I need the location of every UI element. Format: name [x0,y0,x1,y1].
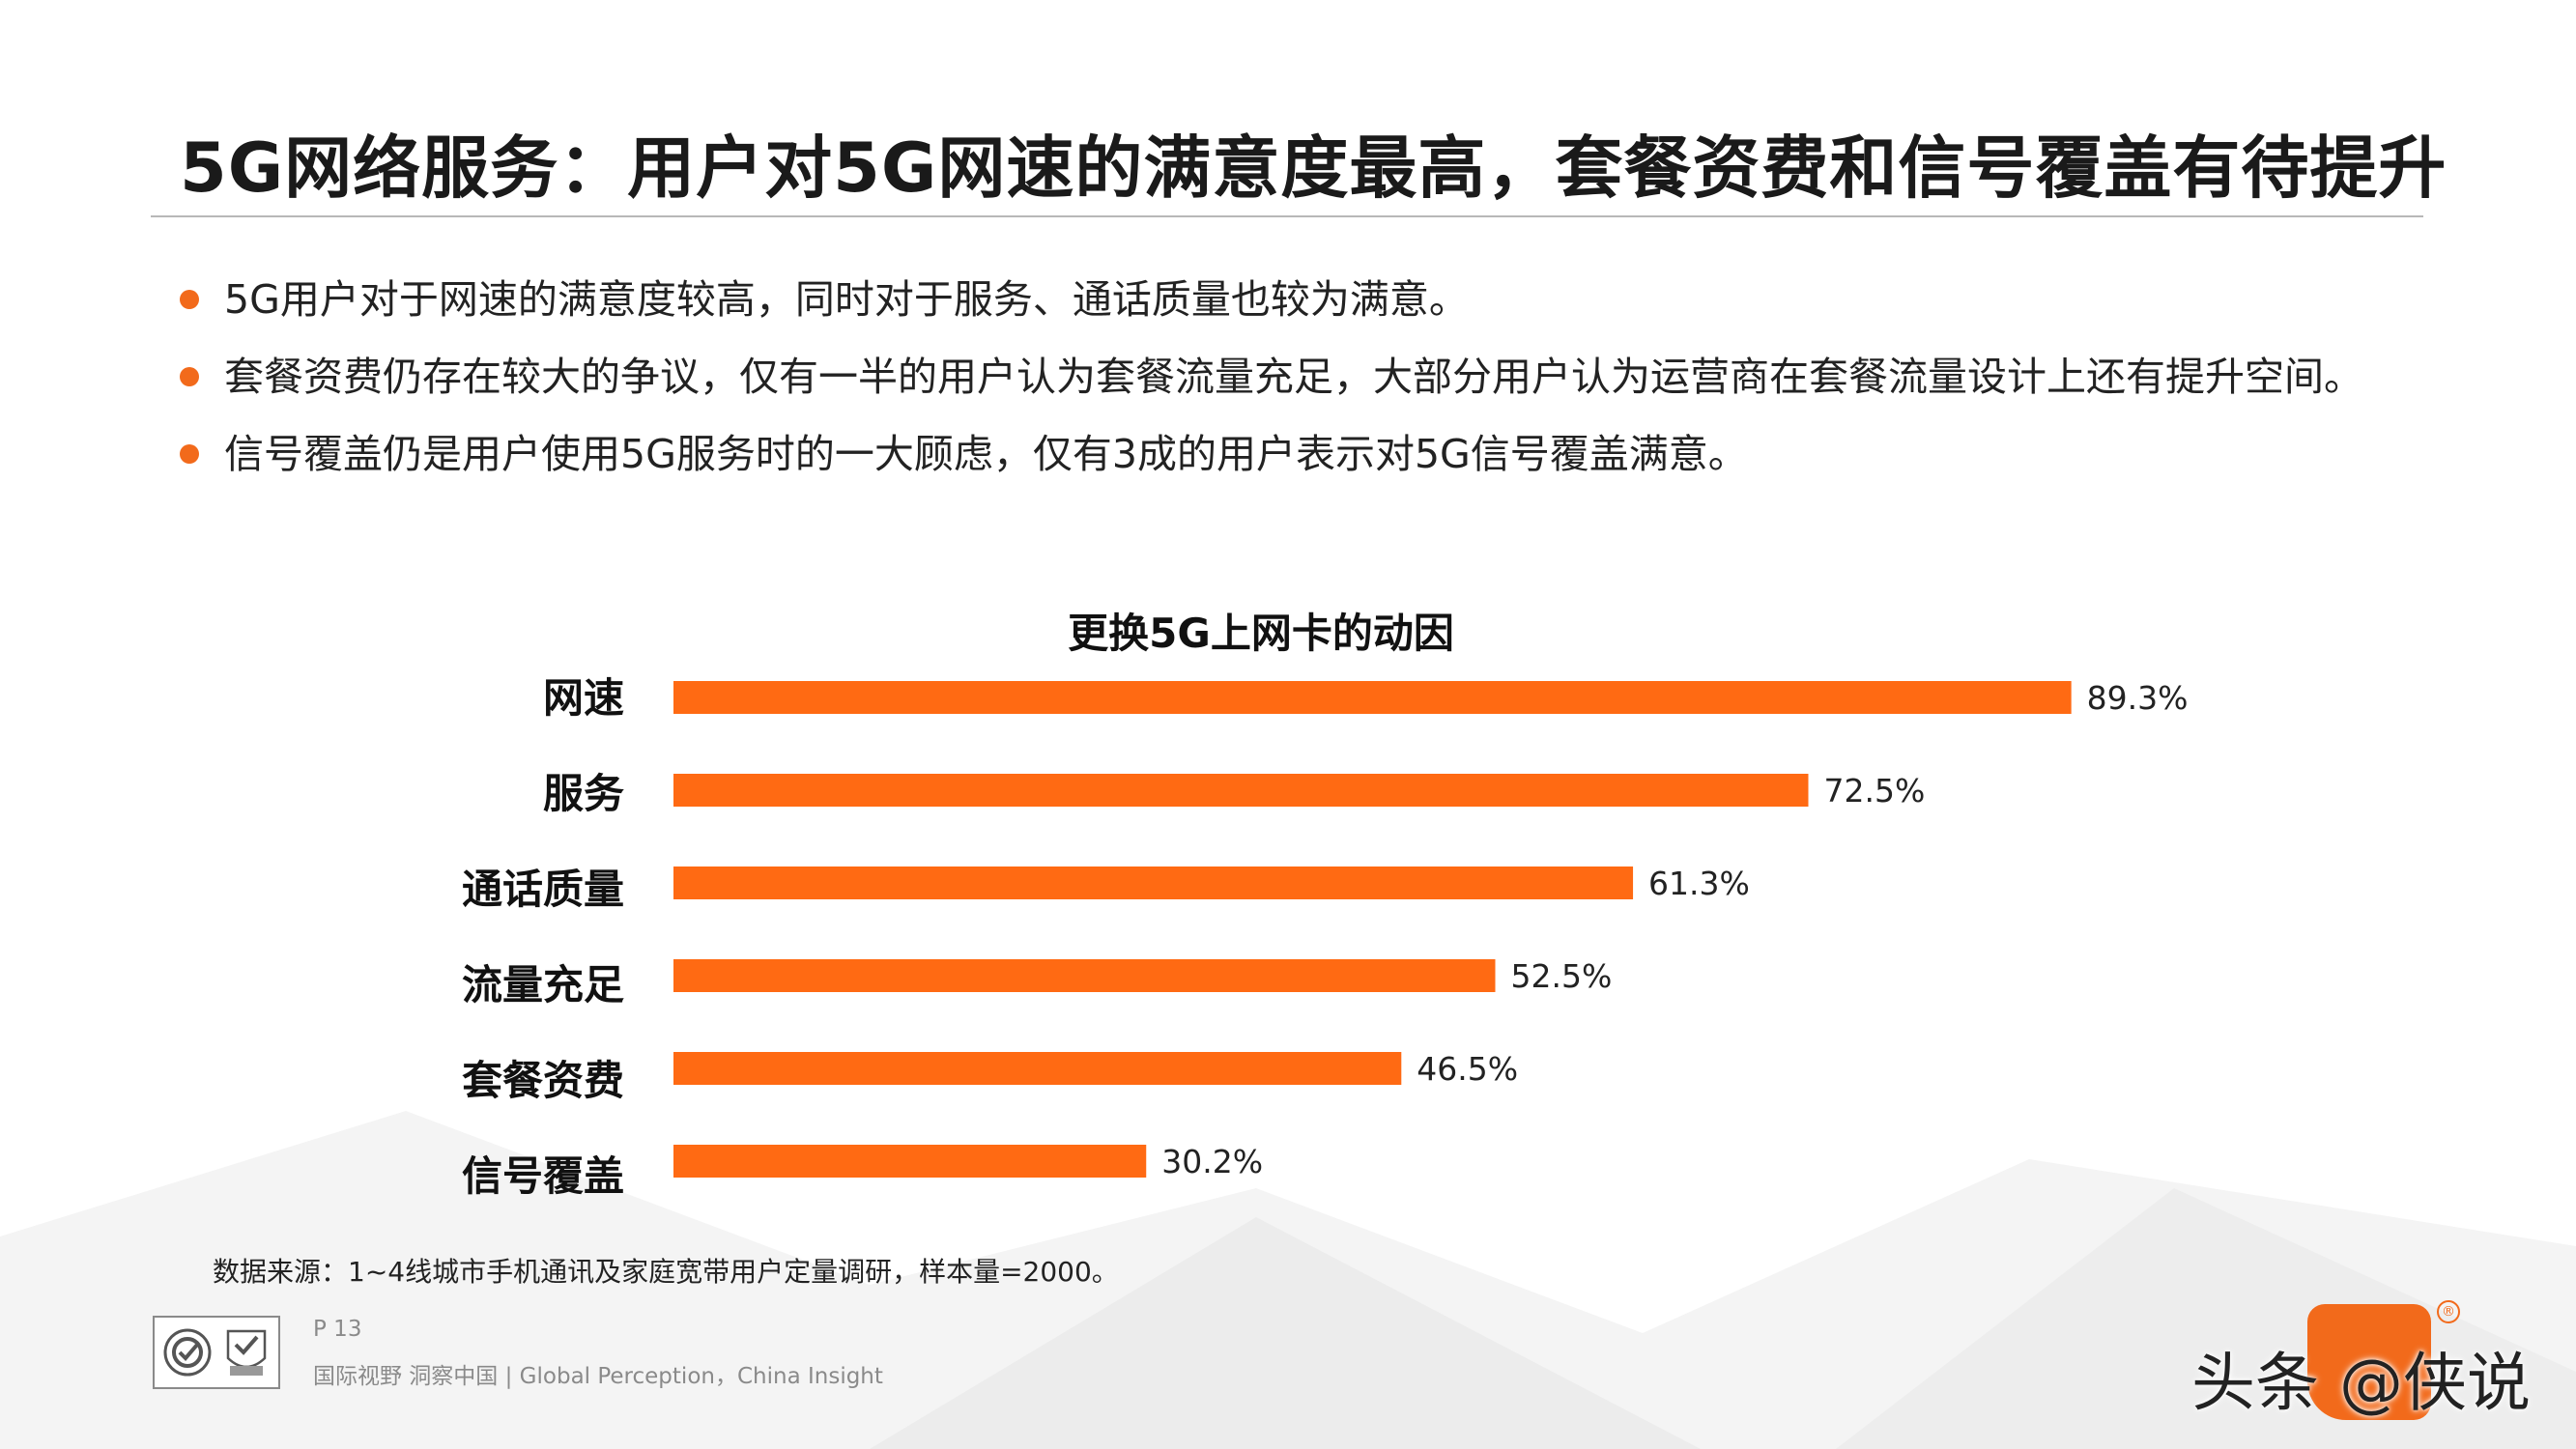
category-label: 套餐资费 [462,1057,624,1104]
title-divider [151,215,2423,217]
data-source-note: 数据来源：1~4线城市手机通讯及家庭宽带用户定量调研，样本量=2000。 [213,1256,1119,1288]
value-label: 30.2% [1161,1143,1263,1180]
bullet-dot-icon [180,444,199,464]
category-label: 信号覆盖 [462,1152,624,1198]
bar [673,681,2072,714]
bullet-text: 信号覆盖仍是用户使用5G服务时的一大顾虑，仅有3成的用户表示对5G信号覆盖满意。 [224,431,1748,477]
value-label: 61.3% [1648,865,1750,902]
bullet-item: 套餐资费仍存在较大的争议，仅有一半的用户认为套餐流量充足，大部分用户认为运营商在… [180,338,2402,415]
bar-chart: 网速 89.3% 服务 72.5% 通话质量 61.3% 流量充足 52.5% 套餐资费 46.5… [462,674,2189,1198]
page-title: 5G网络服务：用户对5G网速的满意度最高，套餐资费和信号覆盖有待提升 [180,128,2447,208]
bullet-dot-icon [180,367,199,386]
certification-logo [153,1316,280,1389]
bullet-text: 套餐资费仍存在较大的争议，仅有一半的用户认为套餐流量充足，大部分用户认为运营商在… [224,354,2363,400]
watermark-logo-icon [2307,1304,2431,1420]
bar [673,1145,1147,1178]
sgs-seal-icon [163,1328,212,1377]
bullet-dot-icon [180,290,199,309]
value-label: 52.5% [1511,957,1613,995]
chart-title: 更换5G上网卡的动因 [1068,610,1454,657]
bullet-list: 5G用户对于网速的满意度较高，同时对于服务、通话质量也较为满意。 套餐资费仍存在… [180,261,2402,493]
bar [673,959,1496,992]
page-number: P 13 [313,1317,362,1342]
value-label: 46.5% [1417,1050,1518,1088]
category-label: 服务 [543,770,624,817]
bar [673,867,1634,899]
bullet-item: 5G用户对于网速的满意度较高，同时对于服务、通话质量也较为满意。 [180,261,2402,338]
value-label: 72.5% [1824,772,1926,810]
registered-mark-icon: ® [2437,1300,2460,1323]
ukas-checkmark-icon [226,1329,267,1376]
bullet-text: 5G用户对于网速的满意度较高，同时对于服务、通话质量也较为满意。 [224,276,1469,323]
bar [673,1052,1402,1085]
category-label: 网速 [543,674,624,722]
bullet-item: 信号覆盖仍是用户使用5G服务时的一大顾虑，仅有3成的用户表示对5G信号覆盖满意。 [180,415,2402,493]
category-label: 流量充足 [462,961,624,1009]
value-label: 89.3% [2087,679,2189,717]
category-label: 通话质量 [462,866,624,913]
bar [673,774,1809,807]
watermark-text: 头条 @侠说 [2191,1346,2531,1420]
company-tagline: 国际视野 洞察中国 | Global Perception，China Insi… [313,1364,883,1389]
